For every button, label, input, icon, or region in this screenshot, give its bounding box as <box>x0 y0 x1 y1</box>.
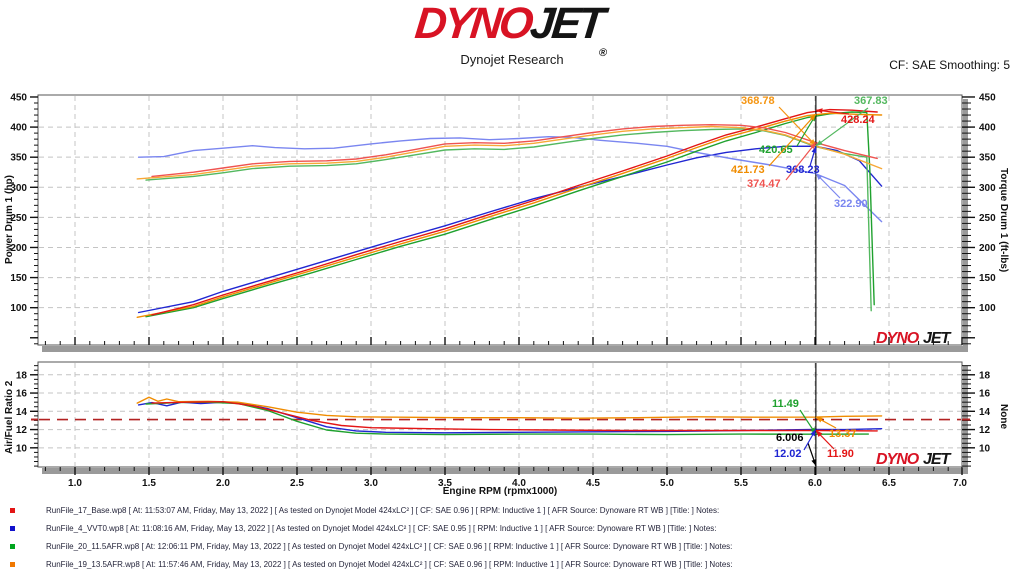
series-runfile_19_13.5afr-power-(hp) <box>136 112 883 319</box>
svg-text:14: 14 <box>979 407 991 418</box>
series-runfile_17_base-power-(hp) <box>151 108 878 316</box>
svg-text:368.23: 368.23 <box>786 164 820 176</box>
svg-text:3.0: 3.0 <box>364 478 378 489</box>
svg-text:428.24: 428.24 <box>841 114 876 126</box>
svg-text:12: 12 <box>979 425 991 436</box>
legend-row[interactable]: RunFile_4_VVT0.wp8 [ At: 11:08:16 AM, Fr… <box>0 523 1024 539</box>
svg-text:3.5: 3.5 <box>438 478 452 489</box>
svg-text:350: 350 <box>979 153 996 164</box>
svg-text:350: 350 <box>10 153 27 164</box>
logo-jet-text: JET <box>527 0 605 48</box>
legend-run-text: RunFile_20_11.5AFR.wp8 [ At: 12:06:11 PM… <box>46 542 733 551</box>
svg-text:2.0: 2.0 <box>216 478 230 489</box>
series-runfile_19_13.5afr-torque-(ft-lbs) <box>136 125 883 180</box>
svg-text:421.73: 421.73 <box>731 164 765 176</box>
svg-text:12: 12 <box>16 425 28 436</box>
svg-text:14: 14 <box>16 407 28 418</box>
svg-text:DYNO: DYNO <box>876 451 920 468</box>
svg-text:368.78: 368.78 <box>741 95 775 107</box>
svg-text:13.37: 13.37 <box>829 428 857 440</box>
legend-color-marker <box>10 508 15 513</box>
svg-text:18: 18 <box>16 370 28 381</box>
svg-text:10: 10 <box>979 443 991 454</box>
frame-shadow-bottom <box>42 468 968 474</box>
svg-text:450: 450 <box>10 92 27 103</box>
legend-color-marker <box>10 562 15 567</box>
svg-text:367.83: 367.83 <box>854 95 888 107</box>
svg-text:100: 100 <box>979 303 996 314</box>
svg-text:100: 100 <box>10 303 27 314</box>
svg-text:4.0: 4.0 <box>512 478 526 489</box>
svg-text:300: 300 <box>979 183 996 194</box>
series-runfile_17_base-afr <box>151 401 878 432</box>
legend-color-marker <box>10 544 15 549</box>
svg-text:11.49: 11.49 <box>772 398 799 410</box>
power-torque-chart[interactable]: 100 100 150 150 200 200 250 250 300 300 350 350 400 4… <box>0 86 1024 352</box>
svg-text:450: 450 <box>979 92 996 103</box>
svg-text:1.0: 1.0 <box>68 478 82 489</box>
svg-text:4.5: 4.5 <box>586 478 600 489</box>
series-runfile_4_vvt0-torque-(ft-lbs) <box>137 136 883 223</box>
svg-text:12.02: 12.02 <box>774 448 802 460</box>
svg-text:6.0: 6.0 <box>808 478 822 489</box>
svg-text:18: 18 <box>979 370 991 381</box>
svg-text:6.5: 6.5 <box>882 478 896 489</box>
svg-text:200: 200 <box>10 243 27 254</box>
legend-row[interactable]: RunFile_20_11.5AFR.wp8 [ At: 12:06:11 PM… <box>0 541 1024 557</box>
series-runfile_20_11.5afr-power-(hp) <box>145 111 875 318</box>
afr-chart[interactable]: 10 10 12 12 14 14 16 16 18 18 1.0 1.5 2.0 2.5 3.0 3.5 4.… <box>0 352 1024 502</box>
svg-text:322.90: 322.90 <box>834 198 868 210</box>
svg-text:250: 250 <box>10 213 27 224</box>
svg-text:300: 300 <box>10 183 27 194</box>
plot-frame <box>37 361 963 468</box>
rpm-axis-title: Engine RPM (rpmx1000) <box>442 486 558 497</box>
dynojet-logo: DYNOJET® <box>0 0 1024 59</box>
none-axis-title: None <box>998 403 1009 429</box>
svg-text:5.0: 5.0 <box>660 478 674 489</box>
series-runfile_17_base-torque-(ft-lbs) <box>151 124 878 178</box>
legend-run-text: RunFile_19_13.5AFR.wp8 [ At: 11:57:46 AM… <box>46 560 733 569</box>
svg-text:200: 200 <box>979 243 996 254</box>
svg-text:6.006: 6.006 <box>776 432 804 444</box>
legend-row[interactable]: RunFile_17_Base.wp8 [ At: 11:53:07 AM, F… <box>0 505 1024 521</box>
dynojet-watermark: DYNO JET <box>876 451 953 468</box>
svg-text:DYNO: DYNO <box>876 330 920 347</box>
svg-text:16: 16 <box>979 389 991 400</box>
svg-text:420.65: 420.65 <box>759 144 793 156</box>
legend-row[interactable]: RunFile_19_13.5AFR.wp8 [ At: 11:57:46 AM… <box>0 559 1024 575</box>
frame-shadow-right <box>963 99 968 350</box>
svg-text:10: 10 <box>16 443 28 454</box>
legend-run-text: RunFile_4_VVT0.wp8 [ At: 11:08:16 AM, Fr… <box>46 524 717 533</box>
svg-text:1.5: 1.5 <box>142 478 156 489</box>
svg-text:400: 400 <box>979 123 996 134</box>
svg-text:400: 400 <box>10 123 27 134</box>
svg-text:5.5: 5.5 <box>734 478 748 489</box>
frame-shadow-bottom <box>42 346 968 352</box>
series-runfile_20_11.5afr-afr <box>145 401 869 436</box>
dynojet-watermark: DYNO JET <box>876 330 953 347</box>
logo-dyno-text: DYNO <box>412 0 533 48</box>
legend-run-text: RunFile_17_Base.wp8 [ At: 11:53:07 AM, F… <box>46 506 720 515</box>
svg-text:11.90: 11.90 <box>827 448 854 460</box>
svg-text:JET: JET <box>923 330 952 347</box>
svg-text:150: 150 <box>10 273 27 284</box>
series-runfile_19_13.5afr-afr <box>136 396 883 419</box>
svg-text:250: 250 <box>979 213 996 224</box>
svg-text:2.5: 2.5 <box>290 478 304 489</box>
svg-text:374.47: 374.47 <box>747 178 781 190</box>
torque-axis-title: Torque Drum 1 (ft-lbs) <box>998 167 1009 273</box>
smoothing-setting-label: CF: SAE Smoothing: 5 <box>889 58 1010 72</box>
svg-text:7.0: 7.0 <box>953 478 967 489</box>
svg-text:150: 150 <box>979 273 996 284</box>
svg-text:16: 16 <box>16 389 28 400</box>
legend-color-marker <box>10 526 15 531</box>
logo-subtitle: Dynojet Research <box>460 52 564 67</box>
svg-text:JET: JET <box>923 451 952 468</box>
